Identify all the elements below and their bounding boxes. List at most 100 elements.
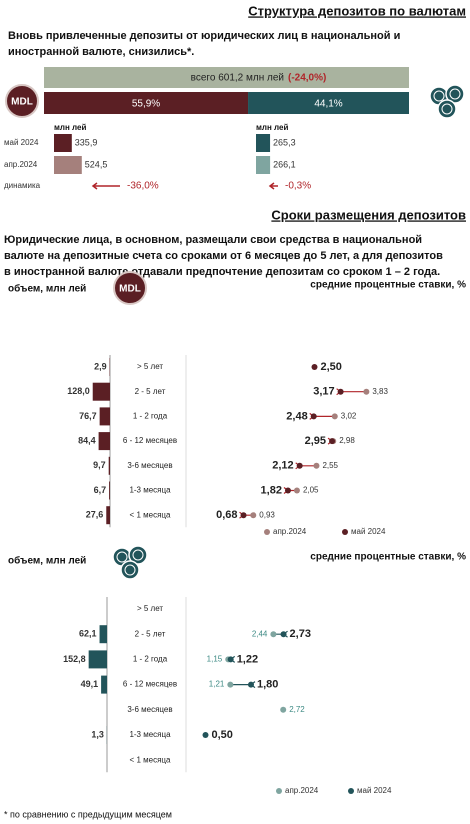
change-arrow [268, 182, 278, 190]
rate-label: 2,44 [252, 629, 268, 638]
rate-label: 2,72 [289, 705, 305, 714]
volume-bar [88, 650, 107, 669]
volume-bar [54, 156, 82, 174]
volume-bar [92, 382, 110, 401]
unit-label: млн лей [256, 123, 288, 132]
row-label: апр.2024 [4, 160, 38, 169]
category-label: > 5 лет [137, 362, 163, 371]
legend-dot [348, 788, 354, 794]
rate-label: 2,05 [303, 486, 319, 495]
volume-label: 6,7 [94, 485, 107, 495]
terms-line: валюте на депозитные счета со сроками от… [4, 250, 443, 262]
volume-bar [98, 432, 110, 451]
legend-label: апр.2024 [285, 786, 319, 795]
volume-label: 76,7 [79, 411, 97, 421]
rate-label: 0,68 [216, 509, 237, 521]
rate-label: 1,82 [261, 484, 282, 496]
share-label: 55,9% [132, 99, 160, 110]
category-label: < 1 месяца [130, 755, 171, 764]
badge-circle [113, 271, 147, 305]
coin-icon [437, 99, 457, 119]
rate-label: 1,22 [237, 653, 258, 665]
rate-label: 0,93 [259, 510, 275, 519]
rate-label: 3,02 [341, 412, 357, 421]
coin-ring [433, 90, 445, 102]
legend-dot [342, 529, 348, 535]
footnote: * по сравнению с предыдущим месяцем [4, 809, 172, 819]
category-label: 3-6 месяцев [127, 705, 172, 714]
rate-label: 1,15 [207, 655, 223, 664]
rate-label: 2,12 [272, 460, 293, 472]
volume-label: 49,1 [81, 679, 99, 689]
volume-bar [101, 675, 107, 694]
volume-label: 128,0 [67, 386, 90, 396]
rate-dot [293, 487, 300, 494]
rate-label: 3,17 [313, 386, 334, 398]
category-label: 1 - 2 года [133, 412, 168, 421]
volume-bar [99, 407, 110, 426]
rate-label: 1,80 [257, 679, 278, 691]
volume-bar [54, 134, 72, 152]
legend-label: апр.2024 [273, 527, 307, 536]
category-label: 6 - 12 месяцев [123, 436, 177, 445]
rate-dot [363, 388, 370, 395]
rate-dot [329, 438, 336, 445]
rate-dot [280, 706, 287, 713]
share-bar [248, 92, 409, 114]
total-label: всего 601,2 млн лей [191, 73, 284, 84]
badge-text: MDL [119, 284, 141, 295]
intro-line: Вновь привлеченные депозиты от юридическ… [8, 30, 400, 42]
volume-label: 9,7 [93, 460, 106, 470]
volume-title: объем, млн лей [8, 283, 86, 295]
legend-label: май 2024 [357, 786, 392, 795]
coin-ring [132, 549, 144, 561]
total-change: (-24,0%) [288, 73, 326, 84]
rate-dot [202, 732, 209, 738]
rate-label: 2,73 [290, 628, 311, 640]
category-label: 2 - 5 лет [135, 629, 166, 638]
rate-dot [337, 388, 344, 395]
volume-bar [256, 156, 271, 174]
coin-icon [445, 84, 465, 104]
legend-label: май 2024 [351, 527, 386, 536]
coin-ring [124, 564, 136, 576]
rate-dot [331, 413, 338, 420]
rate-label: 2,48 [286, 410, 307, 422]
volume-label: 1,3 [91, 729, 104, 739]
volume-bar [109, 481, 110, 500]
rate-label: 3,83 [372, 387, 388, 396]
rate-dot [284, 487, 291, 494]
volume-label: 62,1 [79, 629, 97, 639]
volume-label: 84,4 [78, 435, 96, 445]
volume-label: 27,6 [86, 510, 104, 520]
change-arrow [91, 182, 120, 190]
volume-title: объем, млн лей [8, 555, 86, 567]
unit-label: млн лей [54, 123, 86, 132]
rate-dot [310, 413, 317, 420]
volume-label: 524,5 [85, 159, 108, 169]
volume-bar [108, 456, 110, 475]
category-label: 2 - 5 лет [135, 387, 166, 396]
rate-title: средние процентные ставки, % [310, 552, 466, 563]
coin-icon [120, 560, 140, 580]
rate-label: 1,21 [209, 680, 225, 689]
volume-bar [106, 506, 110, 525]
coin-ring [441, 103, 453, 115]
category-label: 6 - 12 месяцев [123, 680, 177, 689]
change-label: -0,3% [285, 181, 311, 192]
share-label: 44,1% [314, 99, 342, 110]
rate-dot [240, 512, 247, 519]
rate-dot [250, 512, 257, 519]
rate-label: 2,50 [321, 361, 342, 373]
rate-dot [227, 681, 234, 688]
rate-label: 0,50 [212, 729, 233, 741]
volume-label: 2,9 [94, 361, 107, 371]
badge-text: MDL [11, 97, 33, 108]
coin-ring [449, 88, 461, 100]
share-bar [44, 92, 249, 114]
rate-dot [313, 462, 320, 469]
volume-label: 266,1 [273, 159, 296, 169]
volume-label: 152,8 [63, 654, 86, 664]
section-title: Сроки размещения депозитов [271, 207, 466, 222]
